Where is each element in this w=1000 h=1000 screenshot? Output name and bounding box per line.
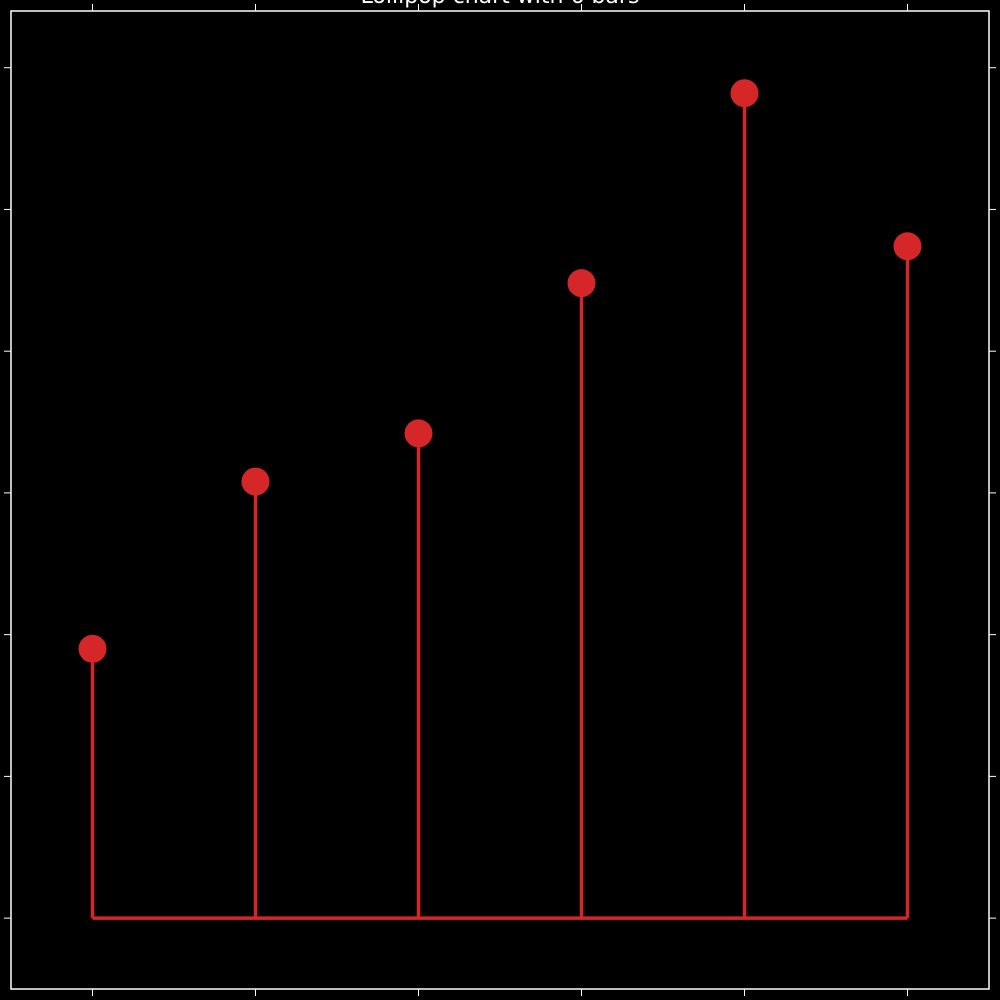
lollipop-marker	[730, 79, 759, 108]
lollipop-marker	[404, 419, 433, 448]
lollipop-marker	[893, 232, 922, 261]
chart-title: Lollipop chart with 6 bars	[361, 0, 640, 9]
lollipop-marker	[241, 467, 270, 496]
axis-ticks	[4, 4, 996, 996]
chart-marks	[78, 79, 922, 920]
lollipop-marker	[78, 634, 107, 663]
axes-frame	[10, 10, 990, 990]
lollipop-marker	[567, 269, 596, 298]
